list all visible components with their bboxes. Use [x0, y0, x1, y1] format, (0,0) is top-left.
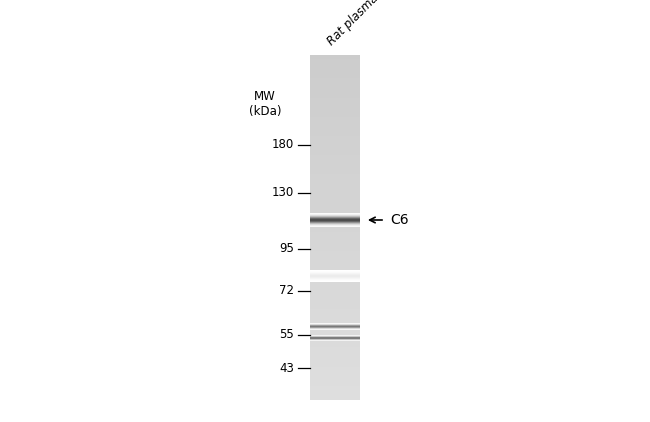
Text: 130: 130 [272, 187, 294, 200]
Text: 95: 95 [279, 243, 294, 255]
Text: Rat plasma: Rat plasma [325, 0, 381, 48]
Text: 43: 43 [279, 362, 294, 374]
Text: 72: 72 [279, 284, 294, 298]
Text: 180: 180 [272, 138, 294, 151]
Text: C6: C6 [390, 213, 409, 227]
Text: MW
(kDa): MW (kDa) [249, 90, 281, 118]
Text: 55: 55 [280, 328, 294, 341]
